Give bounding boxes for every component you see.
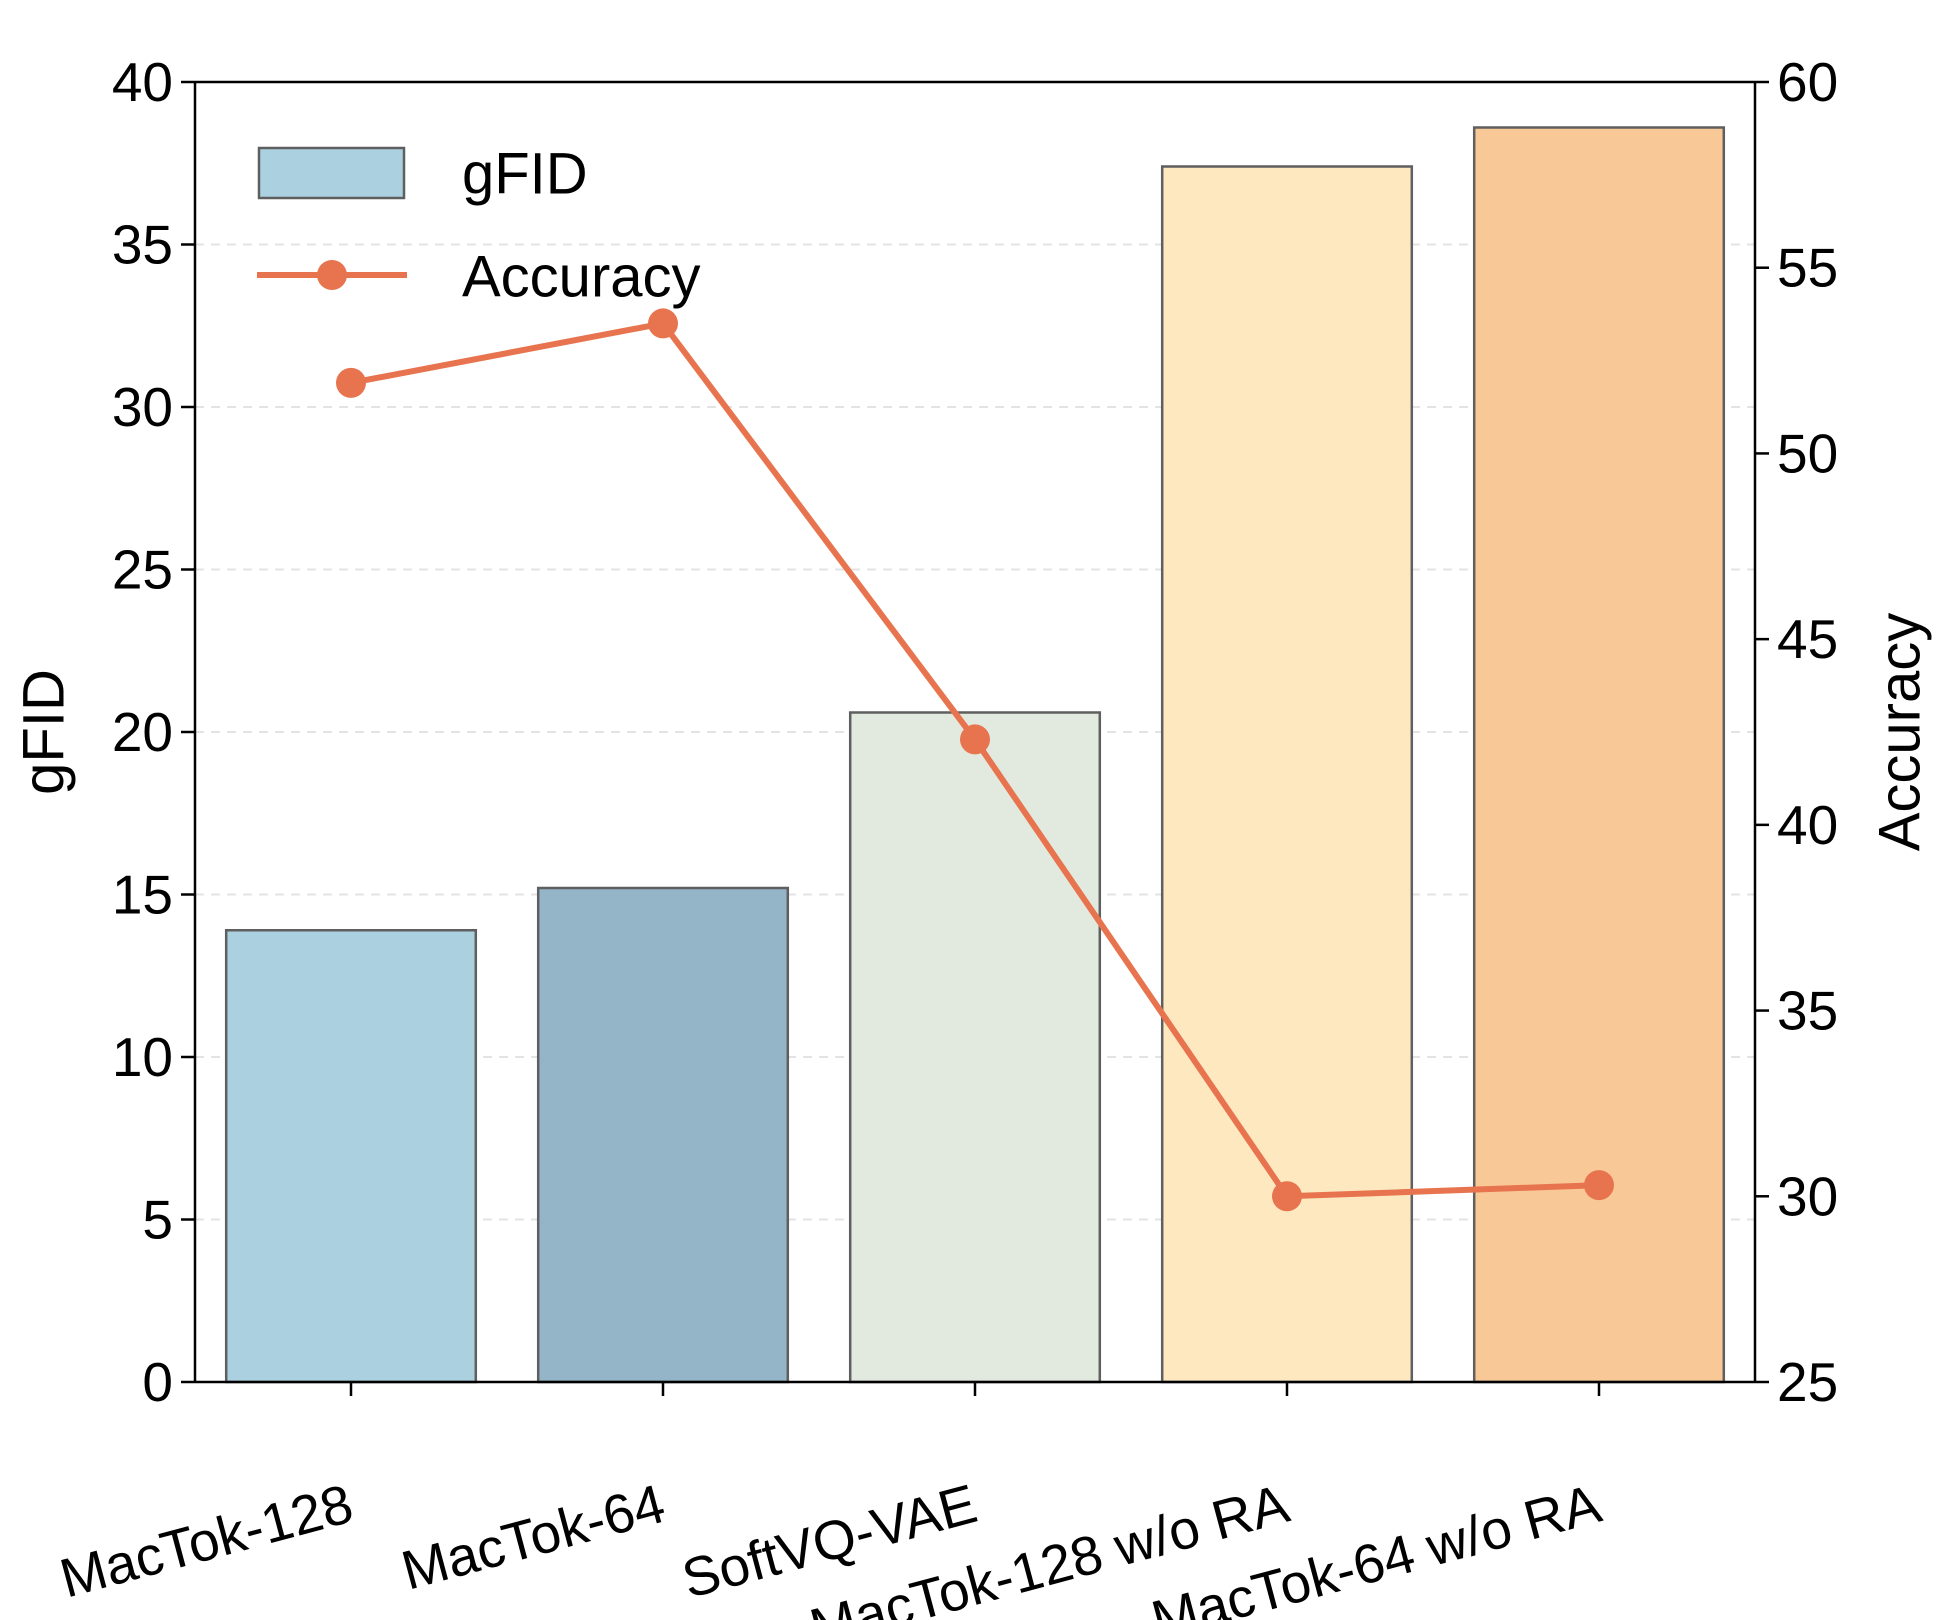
right-tick-label: 60: [1777, 51, 1838, 113]
legend-gfid-swatch: [257, 146, 406, 200]
accuracy-point: [336, 367, 366, 398]
legend-accuracy-marker: [317, 260, 347, 290]
right-tick-label: 45: [1777, 608, 1838, 670]
left-tick-label: 20: [112, 701, 173, 763]
y2-axis-title: Accuracy: [1868, 613, 1933, 852]
x-tick-label: MacTok-128: [54, 1472, 359, 1609]
left-tick-label: 30: [112, 376, 173, 438]
right-tick-label: 50: [1777, 422, 1838, 484]
right-tick-label: 25: [1777, 1351, 1838, 1413]
right-tick-label: 40: [1777, 794, 1838, 856]
legend-gfid-label: gFID: [462, 142, 588, 207]
left-tick-label: 10: [112, 1026, 173, 1088]
legend: gFID Accuracy: [257, 142, 701, 310]
left-tick-label: 25: [112, 539, 173, 601]
left-tick-label: 5: [142, 1189, 173, 1251]
x-tick-label: MacTok-64: [395, 1472, 671, 1602]
accuracy-point: [960, 724, 990, 755]
left-tick-label: 15: [112, 864, 173, 926]
left-tick-label: 40: [112, 51, 173, 113]
left-tick-label: 0: [142, 1351, 173, 1413]
right-tick-label: 35: [1777, 980, 1838, 1042]
right-tick-label: 55: [1777, 237, 1838, 299]
legend-accuracy-label: Accuracy: [462, 245, 701, 310]
gfid-bar: [536, 886, 790, 1384]
y-axis-title: gFID: [12, 669, 77, 795]
gfid-bar: [848, 711, 1102, 1384]
accuracy-line-series: [336, 308, 1614, 1212]
gfid-bars: [224, 126, 1726, 1384]
left-tick-label: 35: [112, 214, 173, 276]
gfid-bar: [224, 929, 478, 1384]
accuracy-point: [1584, 1170, 1614, 1201]
gfid-bar: [1160, 165, 1414, 1384]
accuracy-point: [648, 308, 678, 339]
right-tick-label: 30: [1777, 1165, 1838, 1227]
accuracy-point: [1272, 1181, 1302, 1212]
